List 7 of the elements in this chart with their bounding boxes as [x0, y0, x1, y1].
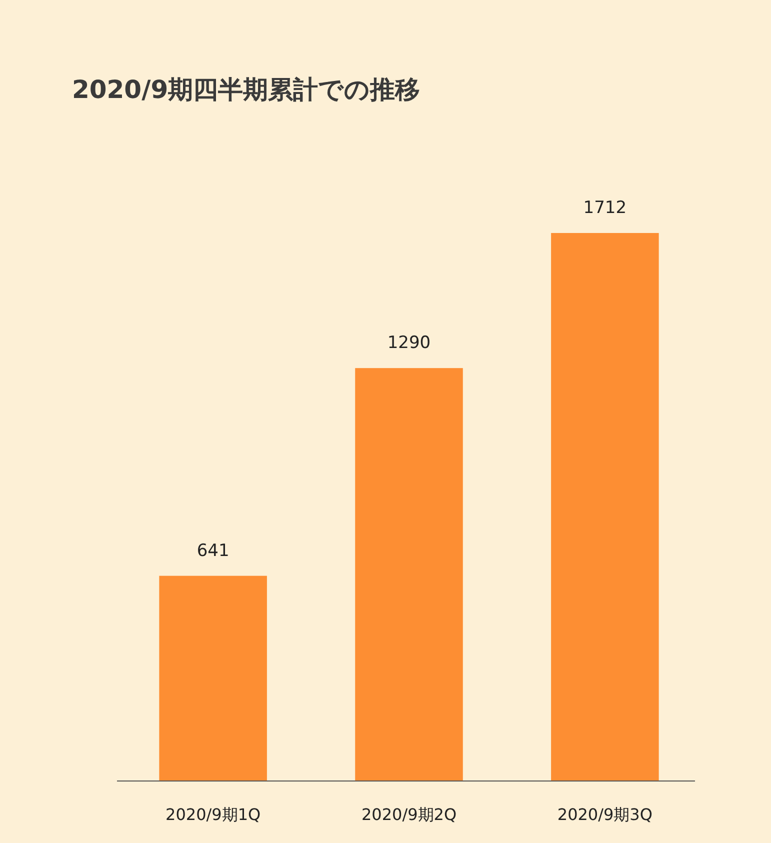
- x-tick-label: 2020/9期2Q: [361, 805, 457, 824]
- x-tick-label: 2020/9期1Q: [166, 805, 261, 824]
- data-label: 641: [196, 540, 230, 561]
- x-tick-label: 2020/9期3Q: [557, 805, 652, 824]
- chart-title: 2020/9期四半期累計での推移: [72, 75, 420, 104]
- data-label: 1290: [387, 333, 431, 354]
- data-label: 1712: [583, 198, 627, 218]
